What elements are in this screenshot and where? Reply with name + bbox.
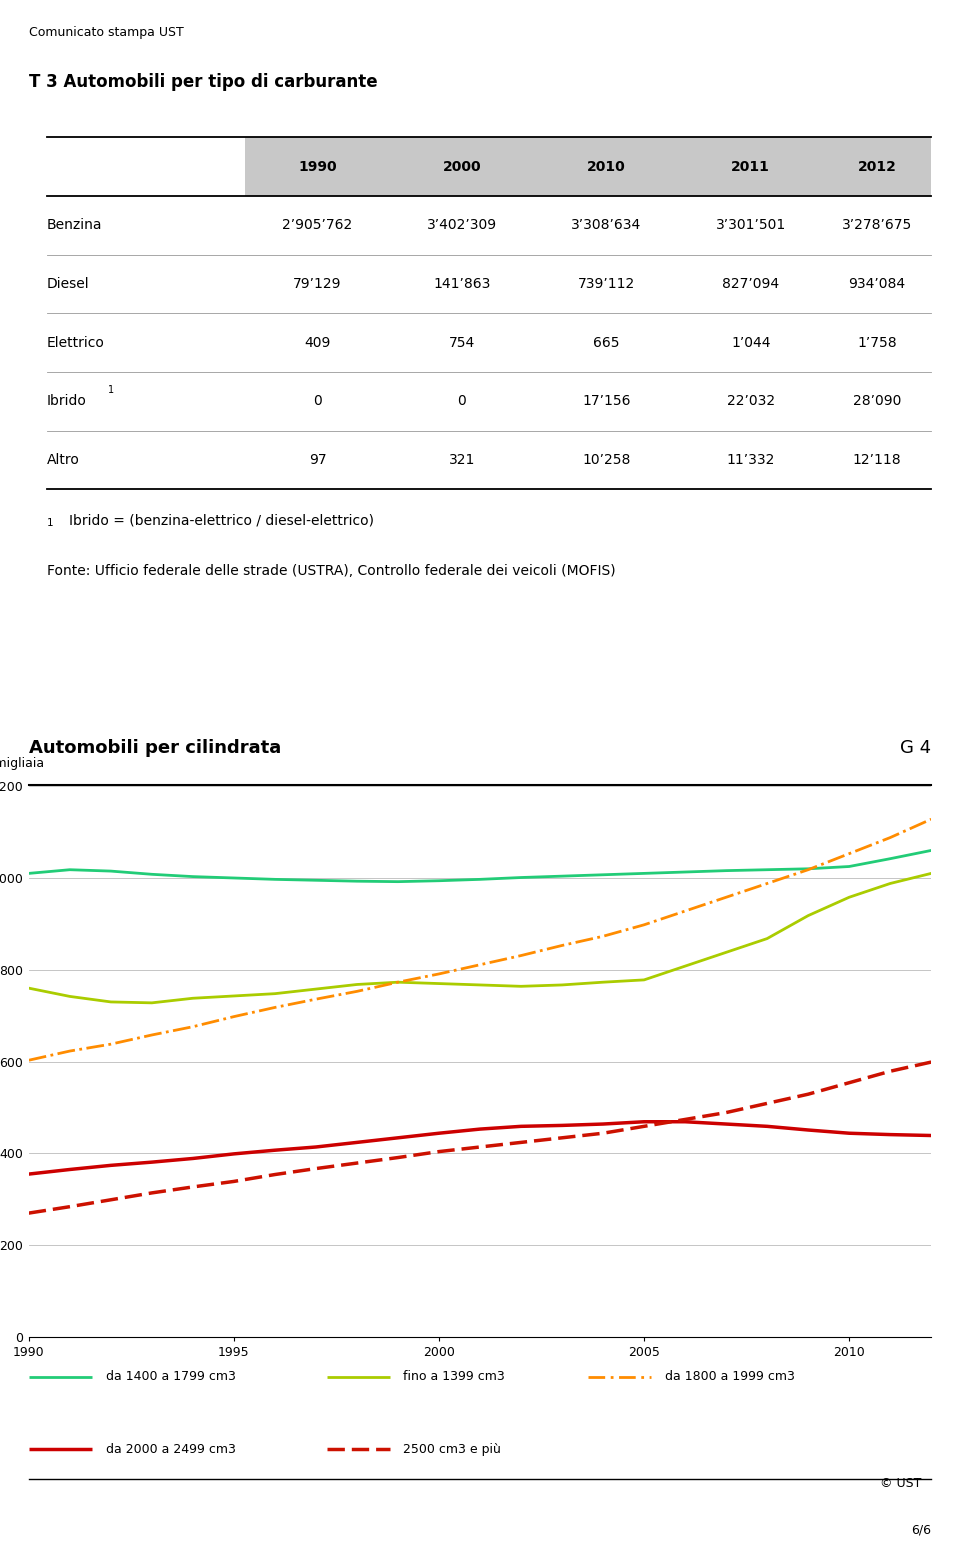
Text: Benzina: Benzina (47, 218, 103, 232)
Text: da 2000 a 2499 cm3: da 2000 a 2499 cm3 (106, 1443, 235, 1455)
Text: da 1800 a 1999 cm3: da 1800 a 1999 cm3 (665, 1371, 795, 1383)
Text: 1: 1 (108, 385, 114, 394)
Text: 3’308’634: 3’308’634 (571, 218, 641, 232)
Text: 827’094: 827’094 (722, 277, 780, 291)
Bar (246, 138, 931, 196)
Text: 1990: 1990 (299, 160, 337, 174)
Text: Diesel: Diesel (47, 277, 89, 291)
Text: Comunicato stampa UST: Comunicato stampa UST (29, 27, 183, 39)
Text: 0: 0 (458, 394, 467, 408)
Text: 12’118: 12’118 (852, 452, 901, 466)
Text: 0: 0 (313, 394, 322, 408)
Text: G 4: G 4 (900, 739, 931, 757)
Text: fino a 1399 cm3: fino a 1399 cm3 (403, 1371, 505, 1383)
Text: 1’758: 1’758 (857, 335, 897, 349)
Text: Automobili per cilindrata: Automobili per cilindrata (29, 739, 281, 757)
Text: Elettrico: Elettrico (47, 335, 105, 349)
Text: 409: 409 (304, 335, 331, 349)
Text: Fonte: Ufficio federale delle strade (USTRA), Controllo federale dei veicoli (MO: Fonte: Ufficio federale delle strade (US… (47, 565, 615, 579)
Text: 1’044: 1’044 (731, 335, 771, 349)
Text: 321: 321 (448, 452, 475, 466)
Text: 3’402’309: 3’402’309 (427, 218, 497, 232)
Text: 2012: 2012 (857, 160, 897, 174)
Text: 2000: 2000 (443, 160, 481, 174)
Text: 79’129: 79’129 (294, 277, 342, 291)
Text: 97: 97 (309, 452, 326, 466)
Text: 3’301’501: 3’301’501 (715, 218, 786, 232)
Text: 17’156: 17’156 (582, 394, 631, 408)
Text: 141’863: 141’863 (433, 277, 491, 291)
Text: 10’258: 10’258 (582, 452, 631, 466)
Text: In migliaia: In migliaia (0, 756, 44, 770)
Text: 934’084: 934’084 (849, 277, 905, 291)
Text: 1: 1 (47, 518, 54, 527)
Text: 2010: 2010 (587, 160, 626, 174)
Text: 2’905’762: 2’905’762 (282, 218, 352, 232)
Text: 6/6: 6/6 (911, 1524, 931, 1537)
Text: © UST: © UST (880, 1477, 922, 1490)
Text: T 3 Automobili per tipo di carburante: T 3 Automobili per tipo di carburante (29, 74, 377, 91)
Text: Ibrido: Ibrido (47, 394, 86, 408)
Text: 2011: 2011 (732, 160, 770, 174)
Text: 3’278’675: 3’278’675 (842, 218, 912, 232)
Text: 754: 754 (449, 335, 475, 349)
Text: 2500 cm3 e più: 2500 cm3 e più (403, 1443, 501, 1455)
Text: 22’032: 22’032 (727, 394, 775, 408)
Text: Altro: Altro (47, 452, 80, 466)
Text: Ibrido = (benzina-elettrico / diesel-elettrico): Ibrido = (benzina-elettrico / diesel-ele… (69, 513, 374, 527)
Text: 28’090: 28’090 (852, 394, 901, 408)
Text: da 1400 a 1799 cm3: da 1400 a 1799 cm3 (106, 1371, 235, 1383)
Text: 739’112: 739’112 (578, 277, 635, 291)
Text: 665: 665 (593, 335, 619, 349)
Text: 11’332: 11’332 (727, 452, 775, 466)
